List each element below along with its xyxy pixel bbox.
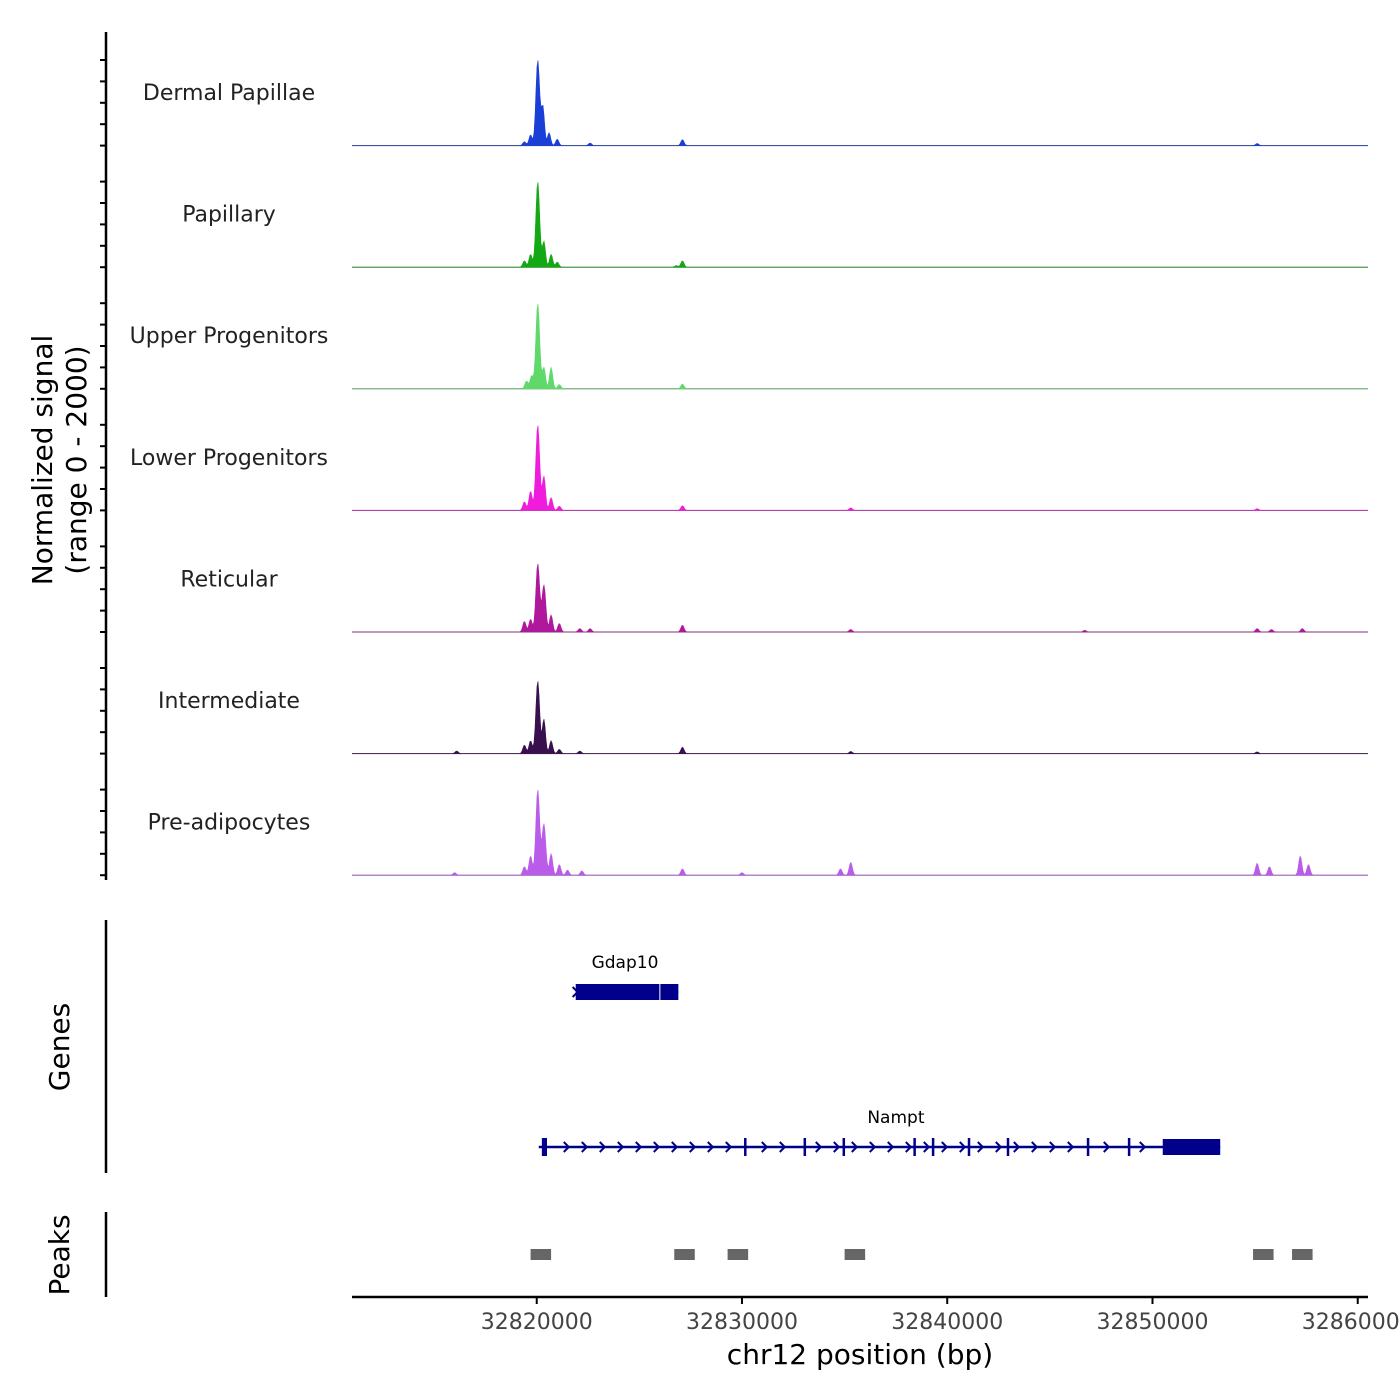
coverage-tracks: Dermal Papillae Papillary Upper Progenitor… [130,60,1368,876]
strand-arrow [833,1141,841,1153]
y-axis-title: Normalized signal (range 0 - 2000) [26,335,93,586]
strand-arrow [869,1141,877,1153]
x-axis-title: chr12 position (bp) [727,1338,993,1371]
strand-arrow [1139,1141,1147,1153]
gene-exon [1162,1139,1221,1155]
strand-arrow [995,1141,1003,1153]
peaks-panel-label: Peaks [43,1214,76,1295]
x-tick-label: 32840000 [891,1310,1003,1335]
gene-exon [541,1138,547,1156]
strand-arrow [599,1141,607,1153]
strand-arrow [959,1141,967,1153]
track-label: Lower Progenitors [130,446,328,471]
track-label: Intermediate [158,689,300,714]
x-tick-label: 32850000 [1096,1310,1208,1335]
track-signal-area [352,303,1368,390]
track-signal-area [352,182,1368,268]
gene-nampt: Nampt [538,1108,1221,1156]
gene-exon [913,1138,916,1156]
strand-arrow [761,1141,769,1153]
strand-arrow [707,1141,715,1153]
peak-region [844,1249,866,1260]
strand-arrow [1067,1141,1075,1153]
x-tick-label: 32860000 [1302,1310,1400,1335]
track-signal-area [352,563,1368,633]
strand-arrow [581,1141,589,1153]
strand-arrow [671,1141,679,1153]
track-intermediate: Intermediate [158,681,1368,755]
y-axis-title-line1: Normalized signal [26,335,59,586]
gene-exon [1086,1138,1090,1156]
strand-arrow [977,1141,985,1153]
track-signal-area [352,60,1368,146]
strand-arrow [1049,1141,1057,1153]
peak-region [1253,1249,1274,1260]
genes-panel-label: Genes [43,1003,76,1091]
strand-arrow [779,1141,787,1153]
track-reticular: Reticular [180,563,1368,633]
gene-exon [967,1138,971,1156]
gene-exon [1006,1138,1010,1156]
track-signal-area [352,425,1368,511]
strand-arrow [1031,1141,1039,1153]
track-label: Upper Progenitors [130,324,329,349]
gene-exon [1127,1138,1131,1156]
x-tick-label: 32830000 [686,1310,798,1335]
strand-arrow [563,1141,571,1153]
strand-arrow [617,1141,625,1153]
strand-arrow [905,1141,913,1153]
gene-exon [744,1138,747,1156]
y-axis-title-line2: (range 0 - 2000) [60,345,93,574]
track-upper-progenitors: Upper Progenitors [130,303,1368,390]
gene-gdap10: Gdap10 [571,953,679,1000]
track-label: Papillary [182,203,276,228]
strand-arrow [815,1141,823,1153]
gene-exon [575,984,679,1000]
track-pre-adipocytes: Pre-adipocytes [148,789,1368,876]
peak-region [674,1249,695,1260]
strand-arrow [635,1141,643,1153]
gene-exon [842,1138,846,1156]
x-axis-ticks: 32820000 32830000 32840000 32850000 32860000 [481,1297,1400,1335]
track-label: Pre-adipocytes [148,811,311,836]
gene-label: Nampt [867,1108,924,1128]
x-tick-label: 32820000 [481,1310,593,1335]
strand-arrow [941,1141,949,1153]
peak-regions [530,1249,1313,1260]
strand-arrow [887,1141,895,1153]
strand-arrow [689,1141,697,1153]
track-dermal-papillae: Dermal Papillae [143,60,1368,147]
strand-arrow [725,1141,733,1153]
peak-region [727,1249,749,1260]
gene-exon [931,1138,935,1156]
gene-label: Gdap10 [592,953,659,973]
peak-region [1292,1249,1313,1260]
strand-arrow [653,1141,661,1153]
track-signal-area [352,681,1368,754]
strand-arrow [851,1141,859,1153]
track-papillary: Papillary [182,182,1368,268]
strand-arrow [1013,1141,1021,1153]
track-lower-progenitors: Lower Progenitors [130,425,1368,511]
track-label: Dermal Papillae [143,81,315,106]
peak-region [530,1249,552,1260]
gene-models: Gdap10 Nampt [538,953,1221,1156]
strand-arrow [923,1141,931,1153]
strand-arrow [1103,1141,1111,1153]
coverage-y-ticks [100,59,106,877]
track-label: Reticular [180,567,278,592]
gene-exon [803,1138,807,1156]
track-signal-area [352,789,1368,876]
